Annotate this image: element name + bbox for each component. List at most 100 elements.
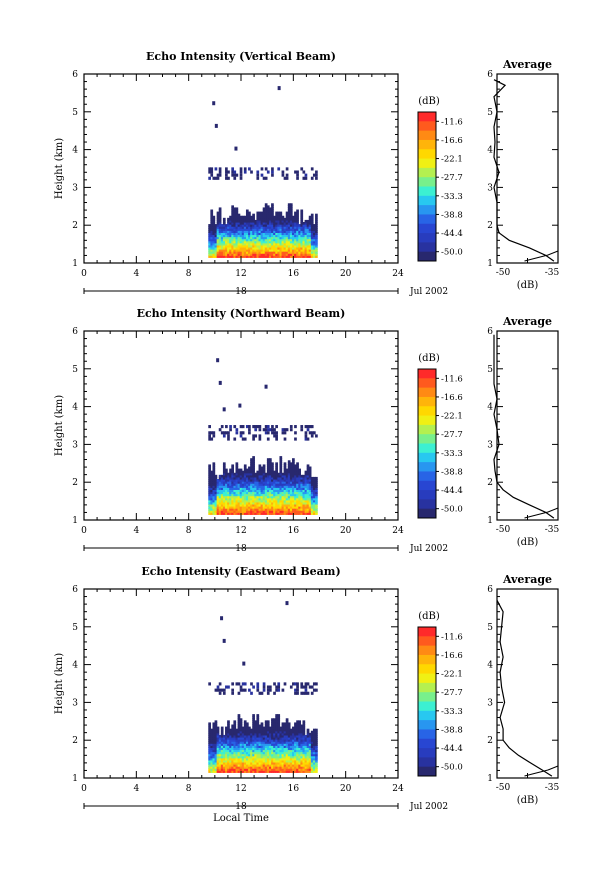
heatmap-cell [308,431,312,435]
heatmap-cell [287,749,291,753]
heatmap-cell [294,253,297,256]
heatmap-cell [220,228,224,231]
heatmap-cell [225,468,228,472]
heatmap-cell [300,230,304,233]
heatmap-cell [260,253,264,256]
heatmap-cell [268,472,272,476]
heatmap-cell [212,236,216,240]
heatmap-cell [214,255,218,258]
heatmap-cell [262,495,266,499]
heatmap-cell [285,249,289,252]
heatmap-cell [296,253,299,256]
heatmap-cell [271,495,274,499]
heatmap-cell [310,747,314,751]
heatmap-cell [294,487,297,490]
heatmap-cell [281,230,285,233]
heatmap-cell [312,431,316,435]
heatmap-cell [312,491,316,495]
heatmap-cell [231,688,235,692]
heatmap-cell [277,493,281,497]
heatmap-cell [208,240,211,244]
heatmap-cell [252,739,255,742]
heatmap-cell [218,474,222,478]
heatmap-cell [208,246,211,250]
heatmap-cell [308,761,312,765]
heatmap-cell [233,207,237,211]
average-title: Average [502,58,552,71]
heatmap-cell [256,487,260,490]
heatmap-cell [256,770,260,773]
heatmap-cell [208,226,211,229]
heatmap-cell [218,499,222,503]
heatmap-cell [312,236,316,240]
heatmap-cell [227,244,230,248]
heatmap-cell [214,226,218,229]
heatmap-cell [239,741,243,744]
heatmap-cell [245,503,249,507]
heatmap-cell [275,751,278,755]
heatmap-cell [315,170,318,174]
heatmap-cell [229,736,232,740]
heatmap-cell [225,741,228,744]
x-tick-label: 8 [186,784,192,794]
heatmap-cell [214,753,218,757]
heatmap-cell [281,232,285,236]
heatmap-cell [216,501,220,505]
heatmap-cell [287,464,291,468]
heatmap-cell [279,732,283,736]
heatmap-cell [227,176,230,180]
heatmap-cell [308,501,312,505]
heatmap-cell [225,238,228,242]
heatmap-cell [227,770,230,773]
heatmap-cell [298,501,301,505]
heatmap-cell [245,743,249,746]
heatmap-cell [258,466,262,470]
day-label: 18 [235,544,247,554]
heatmap-cell [300,508,304,511]
heatmap-cell [220,483,224,486]
heatmap-cell [296,726,299,730]
heatmap-cell [300,510,304,513]
heatmap-cell [250,751,253,755]
heatmap-cell [302,493,306,497]
heatmap-cell [306,468,310,472]
heatmap-cell [275,753,278,757]
heatmap-cell [302,757,306,761]
heatmap-cell [235,483,239,486]
heatmap-cell [256,728,260,732]
heatmap-cell [235,764,239,767]
heatmap-cell [296,217,299,221]
heatmap-cell [312,249,316,252]
heatmap-cell [273,470,276,474]
heatmap-cell [302,240,306,244]
heatmap-cell [241,228,245,231]
heatmap-cell [304,236,308,240]
heatmap-cell [289,736,293,740]
heatmap-cell [287,730,291,734]
heatmap-cell [237,478,241,482]
heatmap-cell [254,224,258,227]
heatmap-cell [312,255,316,258]
heatmap-cell [281,506,285,509]
heatmap-cell [268,749,272,753]
heatmap-cell [285,234,289,238]
heatmap-cell [231,745,235,748]
heatmap-cell [218,741,222,744]
heatmap-cell [248,428,251,432]
heatmap-cell [315,244,318,248]
heatmap-cell [273,489,276,493]
heatmap-cell [302,766,306,769]
heatmap-cell [271,766,274,769]
colorbar-swatch [418,415,436,426]
heatmap-cell [216,749,220,753]
heatmap-cell [256,236,260,240]
heatmap-cell [214,234,218,238]
heatmap-cell [256,499,260,503]
heatmap-cell [310,215,314,219]
heatmap-cell [292,485,295,488]
heatmap-cell [271,736,274,740]
heatmap-cell [264,508,268,511]
heatmap-cell [258,215,262,219]
heatmap-cell [218,739,222,742]
heatmap-cell [260,466,264,470]
